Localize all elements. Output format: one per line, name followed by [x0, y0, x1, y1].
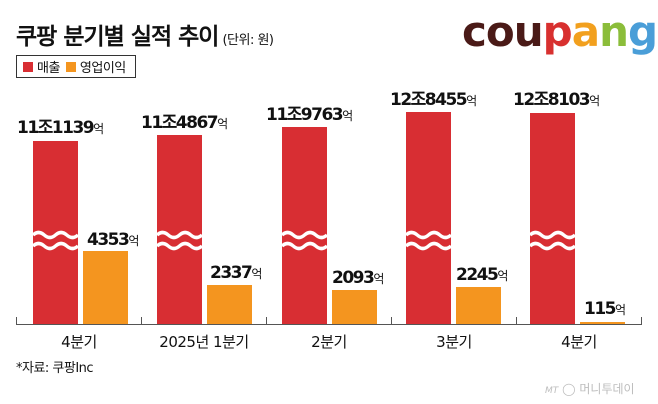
revenue-value-label: 12조8103억: [513, 90, 601, 110]
x-axis-tick: [641, 317, 642, 325]
operating-profit-bar: [83, 251, 128, 324]
watermark-mark: MT: [545, 386, 559, 396]
revenue-value-label: 11조4867억: [141, 113, 229, 133]
x-axis-tick: [16, 317, 17, 325]
operating-profit-bar: [456, 287, 501, 324]
x-axis-tick: [266, 317, 267, 325]
revenue-value-label: 11조9763억: [266, 105, 354, 125]
logo-letter: u: [513, 7, 544, 56]
legend-label: 영업이익: [79, 61, 126, 76]
x-axis-label: 4분기: [61, 333, 97, 351]
source-note: *자료: 쿠팡Inc: [16, 361, 94, 376]
x-axis-label: 2분기: [311, 333, 347, 351]
logo-letter: p: [542, 7, 573, 56]
operating-profit-value-label: 2337억: [210, 263, 263, 283]
legend: 매출 영업이익: [16, 55, 136, 78]
coupang-logo: coupang: [462, 7, 658, 56]
logo-letter: g: [628, 7, 658, 56]
operating-profit-bar: [207, 285, 252, 324]
x-axis-tick: [391, 317, 392, 325]
revenue-bar: [282, 127, 327, 324]
x-axis-label: 3분기: [436, 333, 472, 351]
revenue-value-label: 11조1139억: [17, 118, 105, 138]
operating-profit-value-label: 2245억: [456, 265, 509, 285]
logo-letter: a: [571, 7, 600, 56]
axis-break-icon: [530, 230, 575, 251]
x-axis-line: [16, 324, 642, 325]
axis-break-icon: [406, 230, 451, 251]
axis-break-icon: [33, 230, 78, 251]
x-axis-label: 2025년 1분기: [159, 333, 249, 351]
operating-profit-bar: [332, 290, 377, 324]
legend-swatch-operating-profit: [65, 61, 76, 72]
operating-profit-value-label: 115억: [584, 299, 627, 319]
axis-break-icon: [157, 230, 202, 251]
revenue-bar: [530, 113, 575, 324]
legend-swatch-revenue: [23, 61, 33, 72]
unit-label: (단위: 원): [222, 33, 274, 48]
legend-item-operating-profit: 영업이익: [65, 57, 126, 76]
x-axis-label: 4분기: [561, 333, 597, 351]
legend-label: 매출: [37, 61, 60, 76]
chart-title: 쿠팡 분기별 실적 추이 (단위: 원): [16, 17, 274, 51]
x-axis-tick: [516, 317, 517, 325]
chart-title-text: 쿠팡 분기별 실적 추이: [16, 24, 219, 50]
logo-letter: n: [599, 7, 629, 56]
revenue-bar: [406, 112, 451, 324]
operating-profit-value-label: 4353억: [87, 230, 140, 250]
operating-profit-bar: [580, 322, 625, 324]
revenue-value-label: 12조8455억: [390, 90, 478, 110]
operating-profit-value-label: 2093억: [332, 268, 385, 288]
x-axis-tick: [141, 317, 142, 325]
logo-letter: o: [485, 7, 515, 56]
legend-item-revenue: 매출: [23, 57, 60, 76]
watermark: MT ◯ 머니투데이: [545, 380, 635, 397]
axis-break-icon: [282, 230, 327, 251]
logo-letter: c: [462, 7, 487, 56]
revenue-bar: [157, 135, 202, 324]
watermark-o-icon: ◯: [562, 382, 576, 396]
watermark-name: 머니투데이: [579, 382, 635, 396]
